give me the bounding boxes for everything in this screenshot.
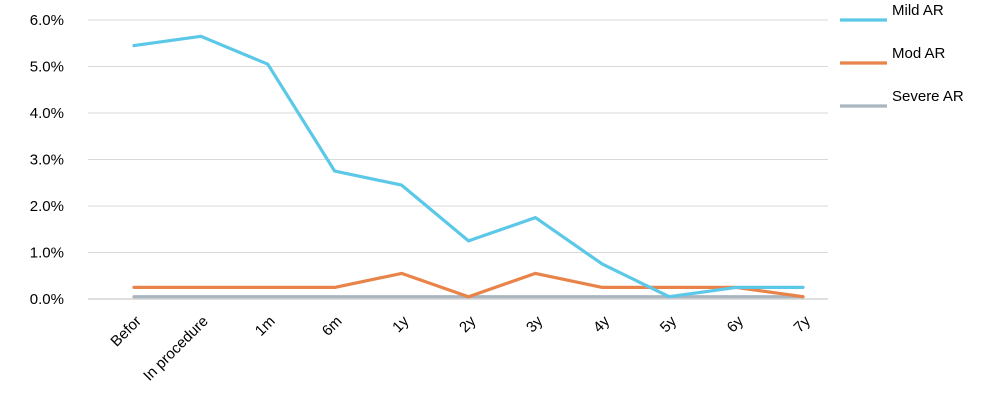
y-tick-label: 0.0% [30,291,64,308]
y-tick-label: 4.0% [30,105,64,122]
x-tick-label: 1m [252,313,279,340]
legend-label: Mod AR [892,45,946,62]
y-axis: 0.0% 1.0% 2.0% 3.0% 4.0% 5.0% 6.0% [30,12,64,308]
y-tick-label: 3.0% [30,152,64,169]
y-tick-label: 2.0% [30,198,64,215]
x-tick-label: 4y [590,312,614,336]
series-lines [132,34,805,299]
x-tick-label: 6m [319,313,346,340]
x-tick-label: In procedure [140,313,212,385]
x-tick-label: 3y [523,312,547,336]
legend-label: Mild AR [892,2,944,19]
x-tick-label: 6y [724,312,748,336]
x-tick-label: 5y [657,312,681,336]
x-tick-label: 1y [389,312,413,336]
grid-lines [88,19,828,253]
y-tick-label: 1.0% [30,245,64,262]
series-line-mild-ar [132,34,805,299]
series-line-mod-ar [132,271,805,299]
legend: Mild AR Mod AR Severe AR [840,2,964,108]
x-tick-label: Befor [107,313,144,350]
x-tick-label: 7y [791,312,815,336]
x-tick-label: 2y [456,312,480,336]
legend-label: Severe AR [892,88,964,105]
y-tick-label: 5.0% [30,59,64,76]
y-tick-label: 6.0% [30,12,64,29]
